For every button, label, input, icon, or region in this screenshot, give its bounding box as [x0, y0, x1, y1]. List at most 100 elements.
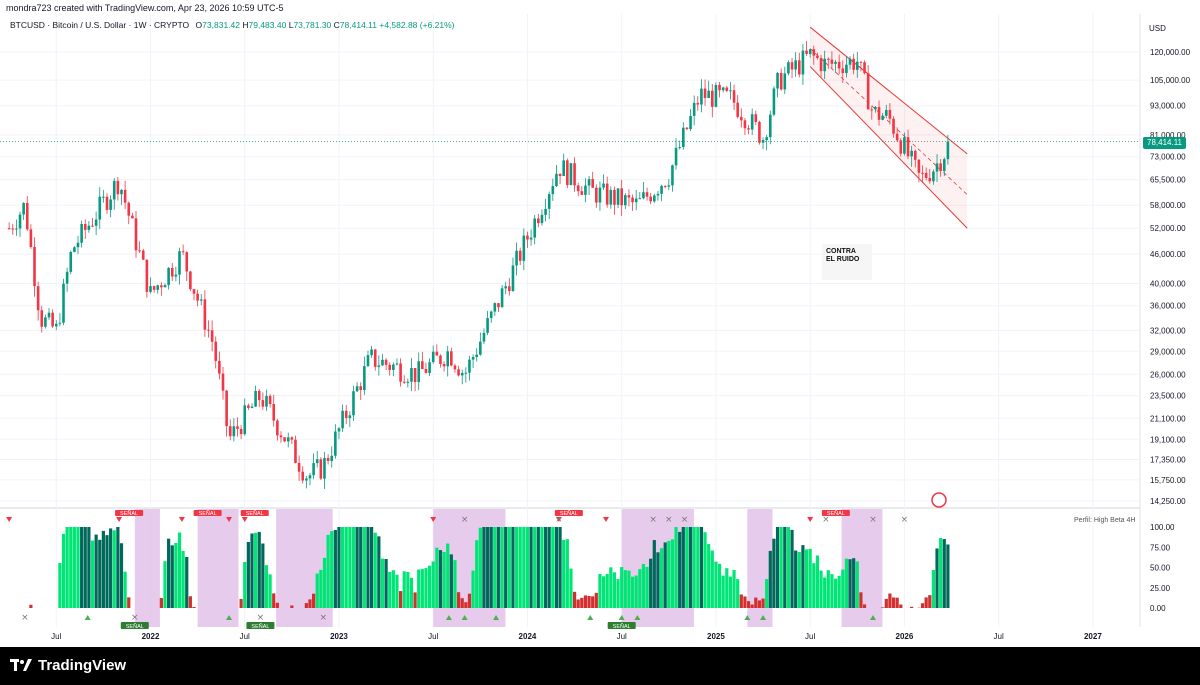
buy-triangle [618, 615, 625, 620]
price-tick-label: 29,000.00 [1150, 347, 1186, 356]
candle-body [584, 185, 587, 195]
oscillator-bar [649, 558, 653, 608]
candle-body [428, 362, 431, 373]
candle-body [787, 62, 790, 74]
candle-body [939, 163, 942, 172]
oscillator-bar [123, 571, 127, 608]
oscillator-bar [804, 549, 809, 608]
symbol-name[interactable]: BTCUSD · Bitcoin / U.S. Dollar · 1W · CR… [10, 20, 190, 30]
oscillator-bar [576, 599, 580, 608]
oscillator-bar [482, 527, 486, 608]
chart-canvas[interactable]: 120,000.00 105,000.00 93,000.00 81,000.00 73… [0, 0, 1200, 647]
oscillator-bar [627, 570, 631, 608]
price-tick-label: 46,000.00 [1150, 250, 1186, 259]
oscillator-bar [90, 540, 95, 608]
candle-body [598, 187, 602, 203]
oscillator-bar [830, 574, 834, 608]
watermark-line1: CONTRA [826, 248, 856, 255]
oscillator-bar [464, 602, 468, 608]
oscillator-bar [438, 550, 443, 608]
candle-body [58, 322, 62, 324]
currency-label[interactable]: USD [1149, 24, 1166, 33]
oscillator-bar [881, 607, 885, 608]
candle-body [732, 90, 736, 103]
candle-body [533, 218, 537, 238]
oscillator-bar [533, 527, 537, 608]
oscillator-bar [721, 575, 725, 608]
candle-body [736, 102, 739, 117]
price-tick-label: 17,350.00 [1150, 456, 1186, 465]
candle-body [221, 373, 225, 391]
candle-body [18, 214, 22, 229]
oscillator-bar [543, 527, 548, 608]
candle-body [189, 271, 192, 290]
oscillator-bar [837, 575, 841, 608]
oscillator-bar [783, 527, 787, 608]
oscillator-bar [351, 527, 356, 608]
candle-body [141, 250, 145, 260]
oscillator-bar [728, 576, 733, 608]
candle-body [44, 317, 47, 327]
candle-body [729, 90, 732, 92]
signal-tag-bg [554, 510, 583, 516]
candle-body [421, 361, 424, 369]
oscillator-bar [94, 534, 98, 608]
signal-tag-bg [607, 622, 636, 629]
candle-body [315, 459, 319, 464]
candle-body [145, 259, 149, 292]
symbol-legend: BTCUSD · Bitcoin / U.S. Dollar · 1W · CR… [10, 20, 455, 30]
oscillator-bar [304, 603, 308, 608]
candle-body [924, 172, 928, 179]
candle-body [225, 390, 228, 427]
candle-body [888, 109, 892, 119]
candle-body [551, 186, 555, 195]
candle-body [127, 202, 131, 216]
oscillator-bar [500, 527, 504, 608]
oscillator-bar [750, 604, 754, 608]
candle-body [11, 228, 15, 230]
oscillator-bar [739, 594, 743, 608]
candle-body [170, 267, 174, 277]
oscillator-bar [670, 539, 675, 608]
candle-body [87, 225, 91, 230]
open-label: O [195, 20, 203, 30]
oscillator-bar [823, 577, 827, 608]
oscillator-bar [591, 596, 595, 608]
candle-body [830, 59, 834, 64]
sell-triangle [602, 517, 609, 522]
oscillator-bar [634, 575, 638, 608]
oscillator-bar [761, 598, 765, 608]
candle-body [903, 137, 906, 154]
candle-body [805, 50, 808, 54]
oscillator-bar [312, 593, 316, 608]
time-tick-label: Jul [240, 632, 250, 641]
candle-body [558, 173, 562, 177]
candle-body [576, 185, 580, 192]
oscillator-bar [681, 527, 685, 608]
candle-body [210, 330, 214, 342]
oscillator-bar [395, 574, 399, 608]
candle-body [653, 195, 656, 202]
candle-body [286, 437, 290, 442]
oscillator-bar [743, 596, 747, 608]
candle-body [424, 368, 428, 373]
oscillator-bar [308, 599, 312, 608]
candle-body [471, 357, 475, 360]
tradingview-logo[interactable]: TradingView [10, 657, 126, 674]
price-tick-label: 14,250.00 [1150, 497, 1186, 506]
oscillator-bar [797, 551, 801, 608]
oscillator-bar [402, 571, 406, 608]
oscillator-bar [772, 538, 776, 608]
signal-tag-bg [120, 622, 149, 629]
candle-body [645, 192, 649, 197]
sell-triangle [807, 517, 814, 522]
brand-name: TradingView [38, 657, 127, 674]
candle-body [334, 431, 337, 456]
candle-body [40, 310, 44, 327]
candle-body [547, 194, 551, 209]
candle-body [196, 293, 199, 301]
oscillator-bar [384, 559, 388, 608]
candle-body [790, 62, 794, 70]
oscillator-bar [931, 570, 936, 608]
oscillator-bar [946, 544, 950, 608]
